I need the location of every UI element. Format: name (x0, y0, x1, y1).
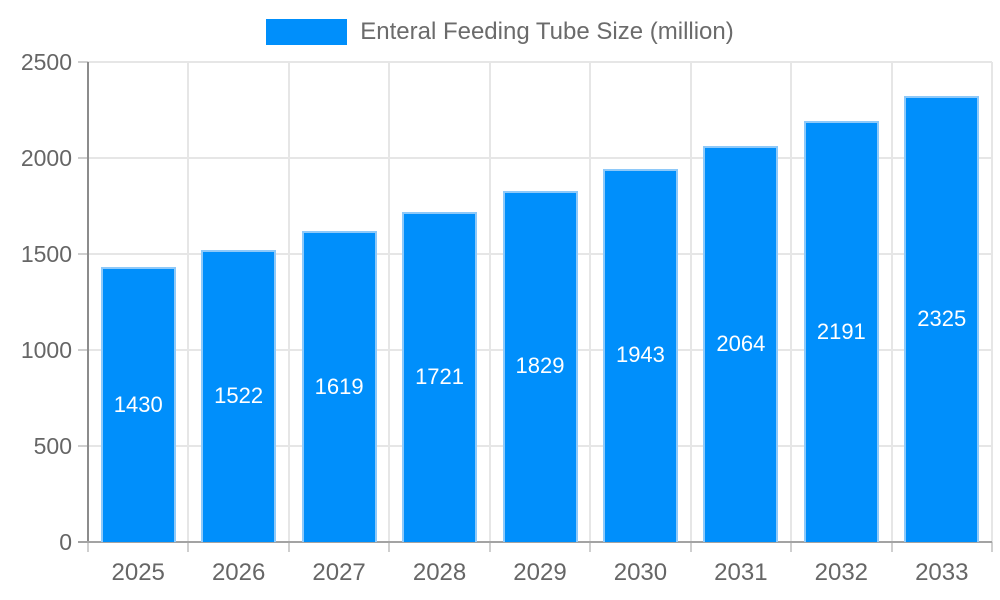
bar-2025[interactable] (100, 267, 176, 542)
gridline-vertical (187, 62, 190, 542)
gridline-vertical (589, 62, 592, 542)
x-axis-label: 2033 (915, 559, 969, 586)
x-axis-label: 2026 (211, 559, 266, 586)
x-axis-tick (689, 542, 692, 552)
y-axis-label: 1500 (20, 241, 72, 267)
legend-swatch-icon (266, 19, 348, 45)
gridline-vertical (388, 62, 391, 542)
gridline-horizontal (88, 61, 992, 63)
x-axis-label: 2025 (111, 559, 165, 586)
x-axis-label: 2031 (714, 559, 768, 586)
gridline-vertical (991, 62, 993, 542)
y-axis-label: 500 (33, 433, 72, 459)
bar-2026[interactable] (201, 249, 277, 542)
y-axis-tick (78, 61, 88, 63)
gridline-vertical (790, 62, 793, 542)
y-axis-line (87, 62, 89, 542)
x-axis-tick (991, 542, 993, 552)
gridline-vertical (488, 62, 491, 542)
bar-2031[interactable] (703, 145, 779, 542)
y-axis-label: 2000 (20, 145, 72, 171)
bar-2030[interactable] (602, 168, 678, 542)
x-axis-tick (287, 542, 290, 552)
y-axis-tick (78, 445, 88, 447)
x-axis-label: 2030 (613, 559, 668, 586)
bar-2029[interactable] (502, 190, 578, 542)
x-axis-line (78, 541, 992, 543)
bar-2028[interactable] (402, 211, 478, 542)
x-axis-tick (388, 542, 391, 552)
gridline-horizontal (88, 157, 992, 159)
x-axis-tick (87, 542, 89, 552)
legend-label: Enteral Feeding Tube Size (million) (360, 18, 734, 45)
bar-2032[interactable] (803, 121, 879, 542)
x-axis-label: 2027 (312, 559, 366, 586)
bar-2033[interactable] (904, 95, 980, 542)
chart-legend[interactable]: Enteral Feeding Tube Size (million) (0, 17, 1000, 47)
y-axis-tick (78, 157, 88, 159)
x-axis-tick (187, 542, 190, 552)
x-axis-label: 2032 (814, 559, 869, 586)
y-axis-label: 1000 (20, 337, 72, 363)
x-axis-tick (488, 542, 491, 552)
y-axis-tick (78, 253, 88, 255)
gridline-vertical (689, 62, 692, 542)
x-axis-tick (589, 542, 592, 552)
x-axis-tick (890, 542, 893, 552)
x-axis-label: 2029 (513, 559, 567, 586)
gridline-vertical (287, 62, 290, 542)
x-axis-label: 2028 (412, 559, 467, 586)
y-axis-label: 2500 (20, 49, 72, 75)
bar-2027[interactable] (301, 231, 377, 542)
x-axis-tick (790, 542, 793, 552)
gridline-vertical (890, 62, 893, 542)
y-axis-tick (78, 349, 88, 351)
y-axis-label: 0 (59, 529, 72, 555)
